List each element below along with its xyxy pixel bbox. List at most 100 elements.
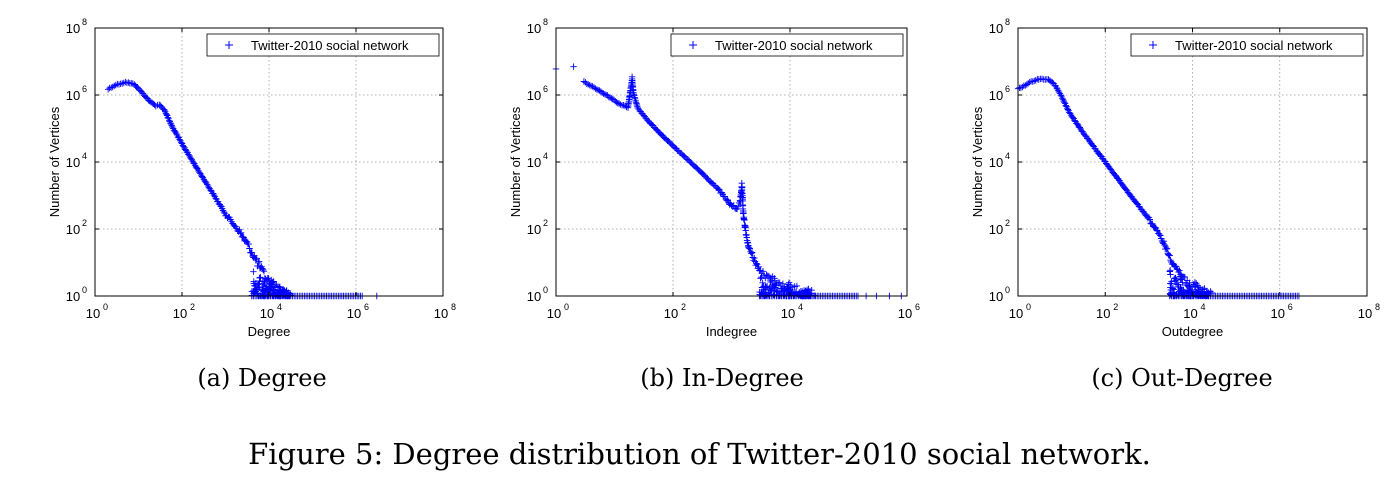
y-tick-exponent: 8 (543, 17, 548, 27)
data-point (220, 208, 228, 216)
data-points (552, 63, 905, 300)
data-point (599, 89, 606, 96)
data-point (270, 286, 278, 294)
data-point (122, 78, 129, 86)
data-point (617, 101, 624, 108)
data-point (753, 260, 760, 267)
data-point (161, 106, 168, 114)
y-axis-label: Number of Vertices (508, 106, 523, 217)
caption-indegree: (b) In-Degree (640, 364, 804, 392)
x-tick-exponent: 0 (103, 302, 108, 312)
data-point (634, 103, 641, 110)
data-point (178, 139, 185, 146)
x-tick-label: 10 (347, 306, 361, 321)
data-point (173, 130, 180, 137)
data-point (1157, 232, 1164, 239)
data-point (776, 279, 783, 286)
data-point (171, 128, 178, 135)
x-tick-exponent: 0 (1026, 302, 1031, 312)
data-point (1079, 128, 1086, 135)
data-point (748, 250, 755, 257)
y-tick-label: 10 (527, 21, 541, 36)
y-tick-label: 10 (527, 289, 541, 304)
legend-label: Twitter-2010 social network (1175, 38, 1333, 53)
chart-degree: 10 0 10 2 10 4 10 6 10 810 010 210 410 610 8DegreeNumb… (47, 17, 456, 339)
x-tick-label: 10 (260, 306, 274, 321)
x-tick-exponent: 6 (915, 302, 920, 312)
x-tick-label: 10 (86, 306, 100, 321)
data-point (245, 240, 252, 248)
data-point (1076, 124, 1083, 131)
data-point (1163, 245, 1171, 252)
data-point (112, 81, 119, 89)
data-point (172, 129, 179, 136)
data-point (1029, 78, 1036, 85)
data-point (1186, 287, 1193, 295)
data-point (787, 288, 795, 296)
grid-lines (556, 28, 907, 296)
data-points (1014, 75, 1303, 300)
data-point (1146, 216, 1153, 223)
x-tick-label: 10 (664, 306, 678, 321)
chart-indegree: 10 0 10 2 10 4 10 610 010 210 410 610 8IndegreeNumbe… (508, 17, 920, 339)
panel-degree: 10 0 10 2 10 4 10 6 10 8 10 0 10 2 10 4 10 6 10 8 Degree Numb… (0, 0, 460, 340)
x-tick-label: 10 (1271, 306, 1285, 321)
data-point (748, 249, 756, 256)
data-point (600, 90, 607, 97)
data-point (1167, 291, 1174, 298)
legend-label: Twitter-2010 social network (715, 38, 873, 53)
data-point (772, 281, 779, 288)
legend-marker (225, 41, 233, 49)
data-point (188, 156, 195, 163)
data-point (749, 254, 756, 261)
data-point (163, 111, 170, 118)
data-point (255, 258, 263, 265)
x-axis-label: Outdegree (1162, 324, 1223, 339)
data-point (592, 85, 599, 92)
data-point (1167, 271, 1174, 278)
y-tick-exponent: 4 (1005, 151, 1010, 161)
legend: Twitter-2010 social network (1130, 33, 1364, 57)
data-point (1156, 231, 1163, 238)
y-tick-exponent: 8 (82, 17, 87, 27)
legend: Twitter-2010 social network (670, 33, 904, 57)
x-tick-exponent: 8 (451, 302, 456, 312)
data-point (1172, 274, 1179, 282)
data-point (266, 283, 274, 291)
y-tick-exponent: 6 (543, 84, 548, 94)
x-tick-label: 10 (781, 306, 795, 321)
data-point (252, 287, 260, 295)
data-point (246, 245, 253, 252)
y-tick-label: 10 (527, 155, 541, 170)
data-point (570, 63, 577, 70)
data-point (1178, 286, 1185, 294)
data-point (1168, 278, 1175, 285)
data-point (606, 94, 614, 101)
data-point (164, 114, 172, 121)
data-point (1062, 102, 1069, 109)
y-tick-exponent: 2 (1005, 218, 1010, 228)
data-point (758, 289, 765, 296)
data-point (767, 274, 774, 281)
data-point (757, 275, 764, 282)
legend-marker (689, 41, 697, 49)
y-tick-exponent: 4 (82, 151, 87, 161)
data-point (176, 136, 183, 143)
legend-box (1130, 33, 1364, 57)
data-point (279, 287, 286, 294)
y-tick-label: 10 (527, 222, 541, 237)
data-point (1165, 251, 1172, 258)
data-point (264, 289, 272, 296)
y-tick-label: 10 (989, 222, 1003, 237)
data-point (260, 268, 268, 275)
grid-lines (1018, 28, 1367, 296)
y-tick-exponent: 2 (543, 218, 548, 228)
data-point (186, 152, 193, 159)
data-point (808, 287, 815, 294)
data-point (259, 286, 266, 294)
data-point (724, 196, 731, 204)
y-tick-label: 10 (527, 88, 541, 103)
data-point (769, 281, 776, 288)
data-point (762, 283, 770, 291)
x-tick-exponent: 4 (277, 302, 282, 312)
